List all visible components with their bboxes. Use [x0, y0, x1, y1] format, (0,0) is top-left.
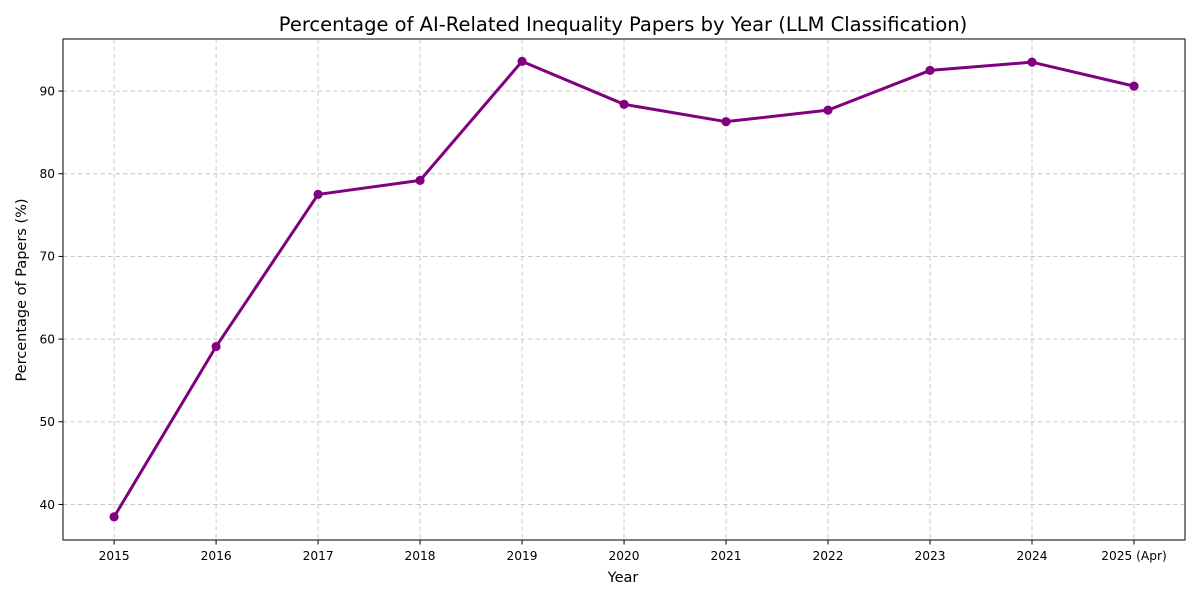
grid-lines	[63, 39, 1185, 540]
y-tick-label: 40	[39, 498, 55, 512]
y-tick-label: 90	[39, 84, 55, 98]
data-point-2023	[925, 65, 935, 76]
data-point-2022	[823, 105, 833, 115]
data-point-2021	[721, 117, 731, 127]
x-tick-label: 2024	[1016, 549, 1047, 563]
chart-title: Percentage of AI-Related Inequality Pape…	[279, 13, 967, 36]
x-axis-label: Year	[607, 570, 639, 586]
x-tick-label: 2015	[99, 549, 130, 563]
y-axis-label: Percentage of Papers (%)	[14, 198, 30, 381]
data-point-2018	[415, 175, 425, 185]
x-tick-label: 2017	[303, 549, 334, 563]
x-tick-label: 2023	[915, 549, 946, 563]
x-tick-label: 2018	[405, 549, 436, 563]
data-point-2019	[517, 56, 527, 66]
y-tick-label: 50	[39, 415, 55, 429]
data-point-2025-apr	[1129, 81, 1139, 91]
x-tick-label: 2019	[507, 549, 538, 563]
x-tick-label: 2016	[201, 549, 232, 563]
data-series	[109, 56, 1139, 522]
x-tick-label: 2025 (Apr)	[1101, 549, 1166, 563]
x-axis-ticks: 2015 2016 2017 2018 2019 2020 2021 2022 2023 2024…	[99, 540, 1167, 563]
x-tick-label: 2022	[813, 549, 844, 563]
data-point-2017	[313, 189, 323, 200]
x-tick-label: 2021	[711, 549, 742, 563]
y-tick-label: 70	[39, 250, 55, 264]
y-tick-label: 60	[39, 332, 55, 346]
y-tick-label: 80	[39, 167, 55, 181]
data-point-2016	[211, 341, 221, 352]
data-point-2024	[1027, 57, 1037, 67]
data-point-2015	[109, 512, 119, 522]
x-tick-label: 2020	[609, 549, 640, 563]
data-point-2020	[619, 99, 629, 109]
y-axis-ticks: 40 50 60 70 80 90	[39, 84, 63, 512]
